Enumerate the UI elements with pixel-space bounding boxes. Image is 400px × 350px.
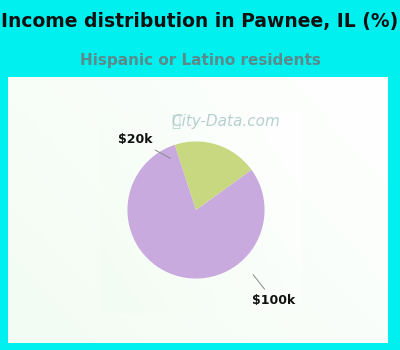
Text: $20k: $20k (118, 133, 170, 158)
Text: ⦿: ⦿ (171, 114, 180, 129)
Text: City-Data.com: City-Data.com (172, 114, 281, 129)
Wedge shape (175, 141, 252, 210)
Wedge shape (128, 145, 264, 279)
Text: Income distribution in Pawnee, IL (%): Income distribution in Pawnee, IL (%) (1, 12, 399, 31)
Text: Hispanic or Latino residents: Hispanic or Latino residents (80, 52, 320, 68)
Text: $100k: $100k (252, 275, 295, 307)
